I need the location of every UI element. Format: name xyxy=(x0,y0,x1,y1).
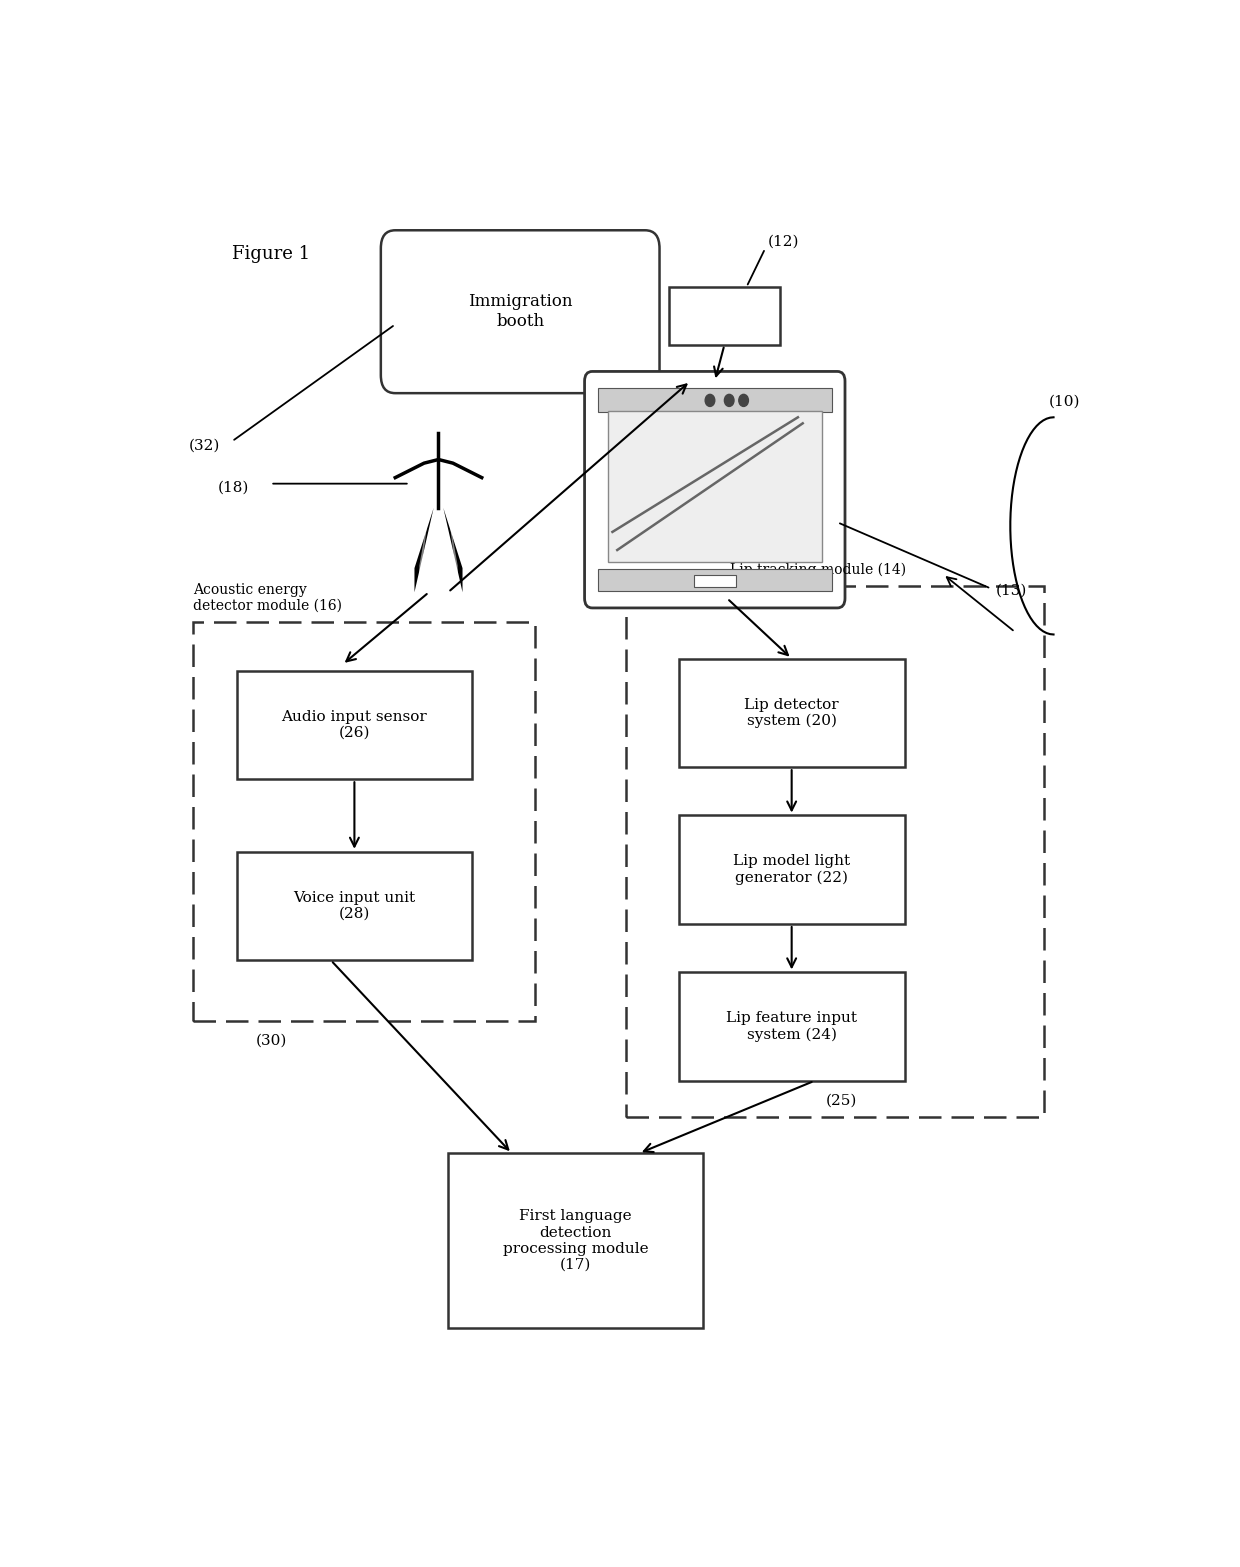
Text: Acoustic energy
detector module (16): Acoustic energy detector module (16) xyxy=(193,583,342,613)
Bar xyxy=(626,586,1044,1117)
Polygon shape xyxy=(419,511,429,586)
FancyBboxPatch shape xyxy=(237,851,472,961)
Text: Lip tracking module (14): Lip tracking module (14) xyxy=(730,563,906,577)
FancyBboxPatch shape xyxy=(678,815,905,925)
Bar xyxy=(693,575,735,588)
FancyBboxPatch shape xyxy=(678,972,905,1081)
Circle shape xyxy=(739,395,749,406)
Text: (30): (30) xyxy=(255,1034,286,1048)
Text: (13): (13) xyxy=(996,583,1027,597)
Text: Immigration
booth: Immigration booth xyxy=(467,293,573,331)
FancyBboxPatch shape xyxy=(381,230,660,393)
Text: Lip model light
generator (22): Lip model light generator (22) xyxy=(733,854,851,885)
FancyBboxPatch shape xyxy=(670,287,780,345)
Text: (10): (10) xyxy=(1049,395,1080,409)
Circle shape xyxy=(724,395,734,406)
FancyBboxPatch shape xyxy=(678,658,905,768)
Bar xyxy=(193,622,534,1020)
Polygon shape xyxy=(448,511,458,586)
Text: (18): (18) xyxy=(217,481,249,495)
Text: First language
detection
processing module
(17): First language detection processing modu… xyxy=(502,1210,649,1272)
FancyBboxPatch shape xyxy=(448,1153,703,1329)
Text: (12): (12) xyxy=(768,235,800,249)
Polygon shape xyxy=(444,508,463,592)
Text: Voice input unit
(28): Voice input unit (28) xyxy=(294,892,415,921)
Text: Figure 1: Figure 1 xyxy=(232,246,310,263)
FancyBboxPatch shape xyxy=(584,371,844,608)
Text: Lip detector
system (20): Lip detector system (20) xyxy=(744,697,839,729)
Text: (32): (32) xyxy=(188,439,219,453)
Circle shape xyxy=(706,395,714,406)
FancyBboxPatch shape xyxy=(237,671,472,779)
Polygon shape xyxy=(414,508,434,592)
Text: Audio input sensor
(26): Audio input sensor (26) xyxy=(281,710,428,740)
Bar xyxy=(598,389,832,412)
Text: Lip feature input
system (24): Lip feature input system (24) xyxy=(727,1011,857,1042)
Bar xyxy=(598,569,832,591)
Bar xyxy=(608,411,822,563)
Text: (25): (25) xyxy=(826,1094,857,1108)
